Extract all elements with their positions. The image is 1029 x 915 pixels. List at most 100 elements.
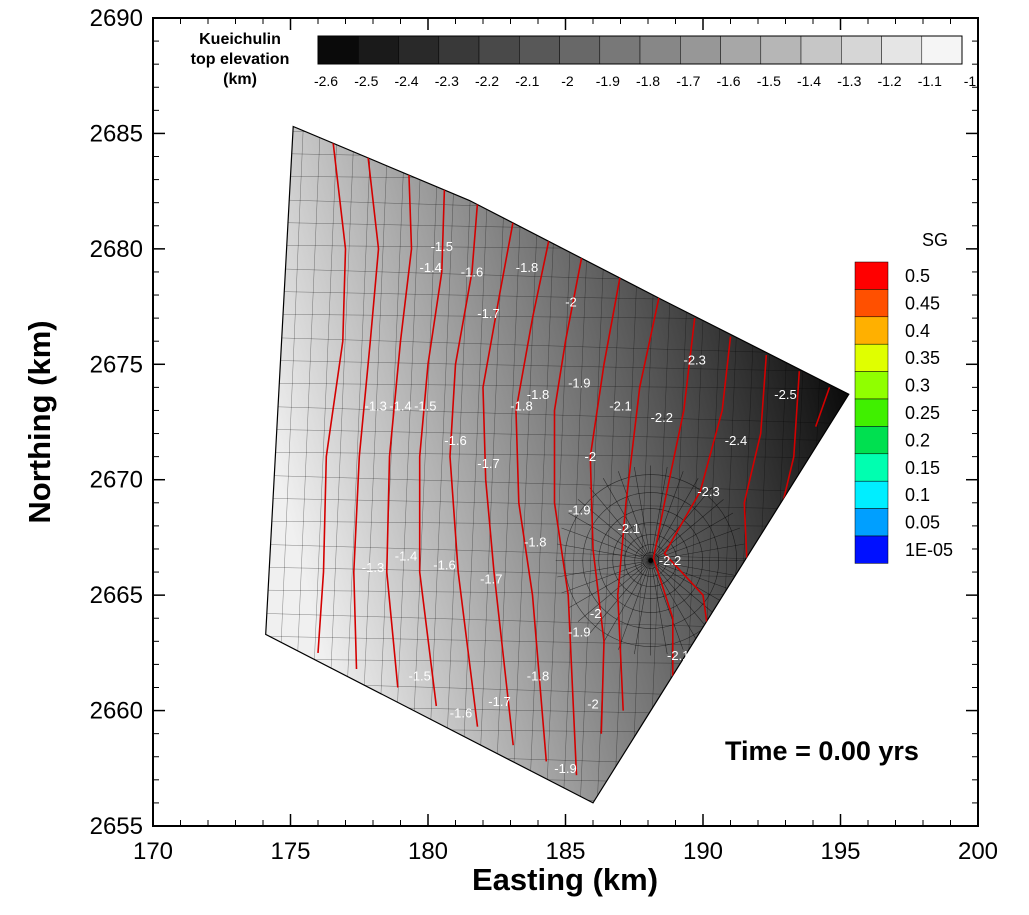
sg-legend-title: SG: [922, 230, 948, 250]
contour-label: -1.6: [444, 433, 466, 448]
contour-label: -1.3: [362, 560, 384, 575]
y-axis: 2655 2660 2665 2670 2675 2680 2685 2690: [90, 5, 978, 840]
contour-line: [782, 371, 801, 503]
sg-swatch: [854, 480, 889, 509]
elevation-tick-label: -1.7: [676, 73, 700, 89]
elevation-swatch: [438, 35, 480, 65]
contour-label: -1.4: [395, 549, 417, 564]
contour-label: -2.3: [683, 352, 705, 367]
sg-label: 0.25: [905, 403, 940, 423]
elevation-swatch: [358, 35, 399, 65]
y-tick-label: 2690: [90, 5, 143, 32]
elevation-swatch: [881, 35, 922, 65]
y-tick-label: 2680: [90, 236, 143, 263]
elevation-colorbar-title-1: Kueichulin: [199, 31, 281, 48]
contour-label: -1.8: [524, 535, 546, 550]
contour-label: -2: [587, 696, 599, 711]
contour-line: [352, 151, 380, 670]
contour-label: -1.7: [477, 456, 499, 471]
contour-line: [385, 170, 413, 688]
contour-label: -2.5: [774, 387, 796, 402]
elevation-swatch: [478, 35, 520, 65]
contour-line: [482, 221, 514, 746]
elevation-tick-label: -2.2: [475, 73, 499, 89]
sg-swatch: [854, 289, 889, 318]
elevation-tick-label: -2.3: [435, 73, 459, 89]
sg-legend: SG 0.5 0.45 0.4 0.35 0.3 0.25 0.2 0.15 0.1 0.05 1E…: [854, 230, 953, 564]
sg-swatch: [854, 453, 889, 482]
sg-label: 0.3: [905, 376, 930, 396]
mesh-cell-line: [443, 126, 475, 803]
elevation-tick-label: -2.6: [314, 73, 338, 89]
elevation-swatch: [841, 35, 882, 65]
elevation-colorbar-swatches: [317, 35, 963, 65]
contour-label: -2.2: [651, 410, 673, 425]
contour-label: -1.9: [568, 502, 590, 517]
contour-labels: -1.4-1.5-1.6-1.7-1.8-2-1.9-1.8-1.8-2.1-2…: [362, 239, 797, 776]
sg-swatch: [854, 343, 889, 372]
elevation-colorbar-ticks: -2.6 -2.5 -2.4 -2.3 -2.2 -2.1 -2 -1.9 -1.8 -1.7 -1…: [314, 73, 976, 89]
mesh-cell-line: [494, 126, 526, 803]
well-marker: [648, 558, 654, 564]
elevation-swatch: [398, 35, 439, 65]
elevation-swatch: [800, 35, 842, 65]
contour-label: -1.5: [408, 669, 430, 684]
sg-label: 0.15: [905, 458, 940, 478]
mesh-cell-line: [265, 359, 849, 373]
elevation-swatch: [720, 35, 761, 65]
contour-label: -1.6: [433, 558, 455, 573]
elevation-colorbar-title-3: (km): [223, 71, 257, 88]
y-tick-label: 2665: [90, 582, 143, 609]
elevation-tick-label: -2.4: [394, 73, 418, 89]
sg-swatch: [854, 316, 889, 345]
x-tick-label: 180: [408, 838, 448, 865]
mesh-ring: [642, 552, 660, 569]
plot-body: -1.4-1.5-1.6-1.7-1.8-2-1.9-1.8-1.8-2.1-2…: [265, 125, 850, 804]
y-tick-label: 2675: [90, 351, 143, 378]
sg-label: 0.4: [905, 321, 930, 341]
elevation-tick-label: -1.9: [596, 73, 620, 89]
mesh-ring: [624, 534, 678, 587]
elevation-tick-label: -2.1: [515, 73, 539, 89]
x-axis: 170 175 180 185 190 195 200: [133, 18, 998, 865]
contour-line: [589, 274, 622, 734]
model-domain: [265, 125, 850, 804]
contour-label: -1.4: [389, 399, 411, 414]
sg-label: 0.2: [905, 430, 930, 450]
mesh-ring: [598, 508, 704, 613]
contour-label: -1.8: [527, 387, 549, 402]
contour-label: -2.3: [697, 484, 719, 499]
y-tick-label: 2660: [90, 698, 143, 725]
sg-label: 1E-05: [905, 540, 953, 560]
contour-line: [449, 202, 479, 727]
contour-label: -1.7: [477, 306, 499, 321]
contour-label: -1.8: [516, 260, 538, 275]
elevation-tick-label: -1.2: [877, 73, 901, 89]
elevation-swatch: [599, 35, 641, 65]
mesh-ring: [612, 522, 690, 599]
elevation-tick-label: -1.6: [716, 73, 740, 89]
sg-swatch: [854, 426, 889, 455]
elevation-tick-label: -2.5: [354, 73, 378, 89]
contour-label: -2.2: [659, 553, 681, 568]
mesh-cell-line: [265, 520, 849, 528]
contour-label: -1.5: [414, 399, 436, 414]
contour-label: -2.1: [618, 521, 640, 536]
contour-label: -1.8: [510, 399, 532, 414]
contour-label: -1.8: [527, 669, 549, 684]
mesh-cell-line: [426, 126, 458, 803]
contour-label: -1.3: [364, 399, 386, 414]
contour-line: [663, 336, 732, 635]
elevation-tick-label: -1: [964, 73, 977, 89]
sg-swatch: [854, 371, 889, 400]
contour-label: -1.9: [568, 625, 590, 640]
contour-line: [418, 186, 446, 707]
contour-label: -2: [565, 295, 577, 310]
mesh-cell-line: [460, 126, 492, 803]
x-axis-label: Easting (km): [472, 862, 658, 897]
mesh-cell-line: [409, 126, 441, 803]
contour-label: -2.4: [725, 433, 747, 448]
contour-label: -1.9: [568, 375, 590, 390]
elevation-tick-label: -2: [561, 73, 574, 89]
